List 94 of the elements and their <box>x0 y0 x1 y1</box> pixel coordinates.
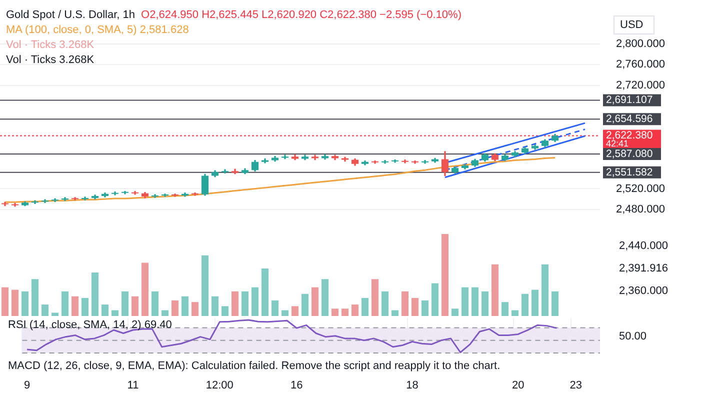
text: 2,391.916 <box>619 262 668 275</box>
ref-line-label: 2,587.080 <box>606 148 653 160</box>
bar <box>442 234 448 316</box>
x-tick-label: 20 <box>512 380 524 392</box>
bar <box>12 290 18 316</box>
bar <box>332 308 338 316</box>
bar <box>102 304 108 316</box>
bar <box>502 302 508 316</box>
bar <box>492 264 498 316</box>
bar <box>232 291 238 316</box>
ref-line-label: 2,654.596 <box>606 113 653 126</box>
bar <box>302 294 308 316</box>
chart-title: Gold Spot / U.S. Dollar, 1h <box>6 9 136 21</box>
bar <box>262 268 268 316</box>
x-tick-label: 18 <box>406 380 418 392</box>
y-tick-label: 2,720.000 <box>616 79 665 92</box>
bar <box>522 294 528 316</box>
candlestick <box>82 196 88 200</box>
bar <box>142 262 148 316</box>
bar <box>382 291 388 316</box>
x-tick-label: 12:00 <box>206 380 234 392</box>
bar <box>152 291 158 316</box>
bar <box>62 291 68 316</box>
text: MA (100, close, 0, SMA, 5) 2,581.628 <box>6 23 190 38</box>
y-tick-label: 2,480.000 <box>616 203 665 216</box>
candlestick <box>152 194 158 198</box>
bar <box>482 291 488 316</box>
y-tick-label: 2,800.000 <box>616 38 665 50</box>
bar <box>402 291 408 316</box>
bar <box>432 283 438 316</box>
x-tick-label: 11 <box>127 380 139 392</box>
x-tick-label: 16 <box>290 380 303 392</box>
bar <box>352 304 358 316</box>
text: 50.00 <box>619 330 647 343</box>
bar <box>42 304 48 316</box>
text: 2,360.000 <box>619 285 668 298</box>
bar <box>82 298 88 316</box>
bar <box>182 296 188 316</box>
bar <box>452 308 458 316</box>
bar <box>212 296 218 316</box>
bar <box>162 310 168 316</box>
bar <box>172 300 178 316</box>
bar <box>112 310 118 316</box>
bar <box>542 264 548 316</box>
bar <box>392 310 398 316</box>
bar <box>342 308 348 316</box>
bar <box>532 290 538 316</box>
bar <box>2 287 8 316</box>
y-tick-label: 2,520.000 <box>616 182 665 195</box>
candlestick <box>162 194 168 197</box>
ref-line-label: 2,691.107 <box>606 94 653 106</box>
bar <box>322 279 328 316</box>
bar <box>32 279 38 316</box>
bar <box>72 296 78 316</box>
candlestick <box>42 199 48 204</box>
candlestick <box>192 192 198 196</box>
annotation: Vol · Ticks 3.268K <box>6 53 96 68</box>
y-tick-label: 2,760.000 <box>616 58 665 71</box>
bar <box>462 287 468 316</box>
bar <box>92 272 98 316</box>
candlestick <box>172 194 178 197</box>
bar <box>472 287 478 316</box>
bar <box>292 306 298 316</box>
bar <box>362 298 368 316</box>
bar <box>272 300 278 316</box>
bar <box>312 287 318 316</box>
bar <box>22 291 28 316</box>
bar <box>132 296 138 316</box>
bar <box>422 300 428 316</box>
annotation: RSI (14, close, SMA, 14, 2) 69.40 <box>8 319 172 332</box>
bar <box>252 287 258 316</box>
bar <box>412 298 418 316</box>
bar <box>282 310 288 316</box>
candlestick <box>112 191 118 196</box>
text: Vol · Ticks 3.268K <box>6 38 96 53</box>
text: MACD (12, 26, close, 9, EMA, EMA): Calculation failed. Remove the script and reapply it to the chart. <box>8 360 500 372</box>
candlestick <box>52 198 58 202</box>
text: 2,440.000 <box>619 240 668 252</box>
candlestick <box>72 197 78 200</box>
chart-subtitle: O2,624.950 H2,625.445 L2,620.920 C2,622.380 −2.595 (−0.10%) <box>141 9 462 21</box>
bar <box>192 302 198 316</box>
y-axis-title: USD <box>620 19 644 32</box>
x-tick-label: 9 <box>24 380 30 392</box>
bar <box>512 310 518 316</box>
bar <box>222 306 228 316</box>
x-tick-label: 23 <box>570 380 582 392</box>
candlestick <box>62 197 68 201</box>
ref-line-label: 2,551.582 <box>606 166 653 178</box>
bar <box>202 255 208 316</box>
bar <box>122 291 128 316</box>
bar <box>552 291 558 316</box>
bar <box>242 291 248 316</box>
bar <box>52 312 58 316</box>
bar <box>372 279 378 316</box>
